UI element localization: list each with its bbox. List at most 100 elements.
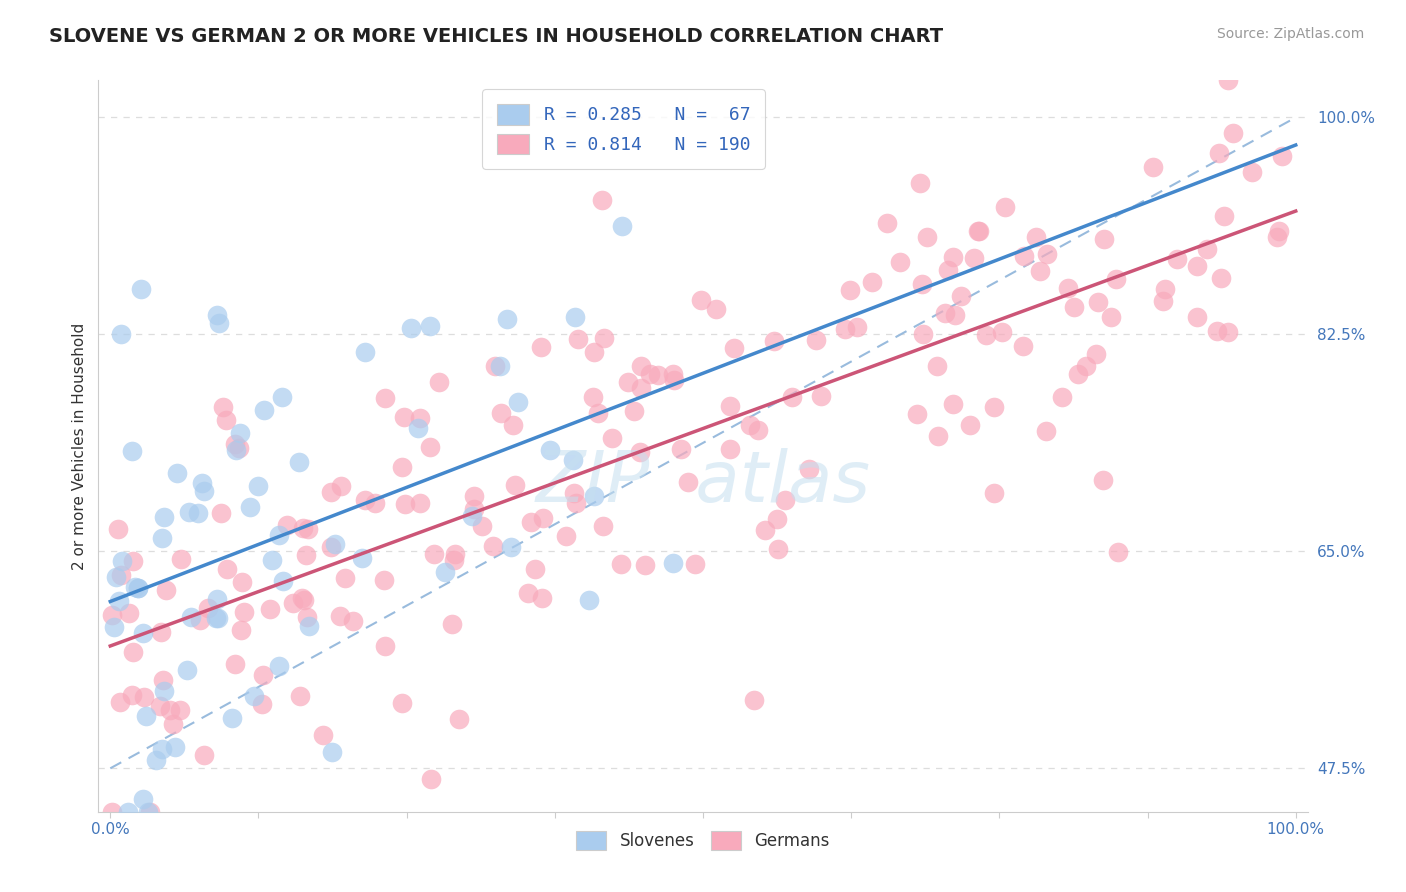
Point bbox=[1092, 232, 1115, 246]
Point bbox=[530, 591, 553, 606]
Point bbox=[329, 608, 352, 623]
Point bbox=[394, 497, 416, 511]
Point bbox=[176, 663, 198, 677]
Point bbox=[834, 321, 856, 335]
Point bbox=[1107, 545, 1129, 559]
Point bbox=[1185, 260, 1208, 274]
Point bbox=[495, 312, 517, 326]
Point bbox=[364, 496, 387, 510]
Point bbox=[292, 521, 315, 535]
Point bbox=[1265, 229, 1288, 244]
Point bbox=[610, 557, 633, 571]
Point bbox=[1105, 272, 1128, 286]
Text: SLOVENE VS GERMAN 2 OR MORE VEHICLES IN HOUSEHOLD CORRELATION CHART: SLOVENE VS GERMAN 2 OR MORE VEHICLES IN … bbox=[49, 27, 943, 45]
Point bbox=[288, 689, 311, 703]
Point bbox=[391, 696, 413, 710]
Point bbox=[129, 283, 152, 297]
Point bbox=[444, 547, 467, 561]
Point bbox=[775, 492, 797, 507]
Point bbox=[292, 593, 315, 607]
Point bbox=[169, 703, 191, 717]
Point bbox=[225, 442, 247, 457]
Point bbox=[434, 565, 457, 579]
Point bbox=[443, 552, 465, 566]
Point bbox=[623, 403, 645, 417]
Point bbox=[567, 332, 589, 346]
Point bbox=[942, 397, 965, 411]
Point bbox=[610, 219, 633, 234]
Point bbox=[797, 461, 820, 475]
Point bbox=[276, 518, 298, 533]
Point bbox=[591, 193, 613, 207]
Point bbox=[391, 459, 413, 474]
Point bbox=[239, 500, 262, 515]
Point bbox=[531, 511, 554, 525]
Point bbox=[1216, 325, 1239, 339]
Point bbox=[538, 442, 561, 457]
Point bbox=[406, 420, 429, 434]
Point bbox=[193, 748, 215, 763]
Point bbox=[718, 442, 741, 457]
Point bbox=[127, 581, 149, 595]
Point bbox=[208, 316, 231, 330]
Point bbox=[647, 368, 669, 383]
Point bbox=[959, 417, 981, 432]
Point bbox=[152, 673, 174, 687]
Point bbox=[122, 554, 145, 568]
Point bbox=[207, 611, 229, 625]
Point bbox=[1208, 146, 1230, 161]
Point bbox=[554, 529, 576, 543]
Point bbox=[319, 485, 342, 500]
Point bbox=[578, 592, 600, 607]
Point bbox=[342, 614, 364, 628]
Point bbox=[1067, 367, 1090, 381]
Point bbox=[134, 690, 156, 705]
Point bbox=[205, 308, 228, 322]
Point bbox=[204, 611, 226, 625]
Point bbox=[312, 728, 335, 742]
Point bbox=[132, 626, 155, 640]
Point bbox=[860, 276, 883, 290]
Point bbox=[1012, 249, 1035, 263]
Point bbox=[101, 608, 124, 623]
Point bbox=[564, 310, 586, 324]
Point bbox=[564, 496, 586, 510]
Point bbox=[936, 263, 959, 277]
Point bbox=[253, 402, 276, 417]
Point bbox=[229, 426, 252, 441]
Point bbox=[127, 581, 149, 595]
Point bbox=[252, 667, 274, 681]
Point bbox=[110, 326, 132, 341]
Point bbox=[562, 485, 585, 500]
Point bbox=[876, 216, 898, 230]
Point bbox=[1085, 347, 1108, 361]
Point bbox=[942, 250, 965, 264]
Point bbox=[354, 345, 377, 359]
Point bbox=[121, 688, 143, 702]
Point bbox=[966, 224, 988, 238]
Point bbox=[101, 805, 124, 819]
Point bbox=[267, 659, 290, 673]
Point bbox=[162, 717, 184, 731]
Point bbox=[810, 389, 832, 403]
Point bbox=[269, 528, 291, 542]
Point bbox=[107, 594, 129, 608]
Point bbox=[295, 549, 318, 563]
Point bbox=[562, 452, 585, 467]
Point bbox=[934, 306, 956, 320]
Point bbox=[718, 399, 741, 413]
Point bbox=[150, 742, 173, 756]
Point bbox=[1012, 339, 1035, 353]
Point bbox=[600, 431, 623, 445]
Text: Source: ZipAtlas.com: Source: ZipAtlas.com bbox=[1216, 27, 1364, 41]
Point bbox=[117, 805, 139, 819]
Point bbox=[260, 553, 283, 567]
Point bbox=[217, 562, 239, 576]
Point bbox=[401, 320, 423, 334]
Point bbox=[983, 485, 1005, 500]
Point bbox=[180, 610, 202, 624]
Point bbox=[1092, 473, 1115, 487]
Point bbox=[754, 524, 776, 538]
Point bbox=[1206, 324, 1229, 338]
Point bbox=[583, 345, 606, 359]
